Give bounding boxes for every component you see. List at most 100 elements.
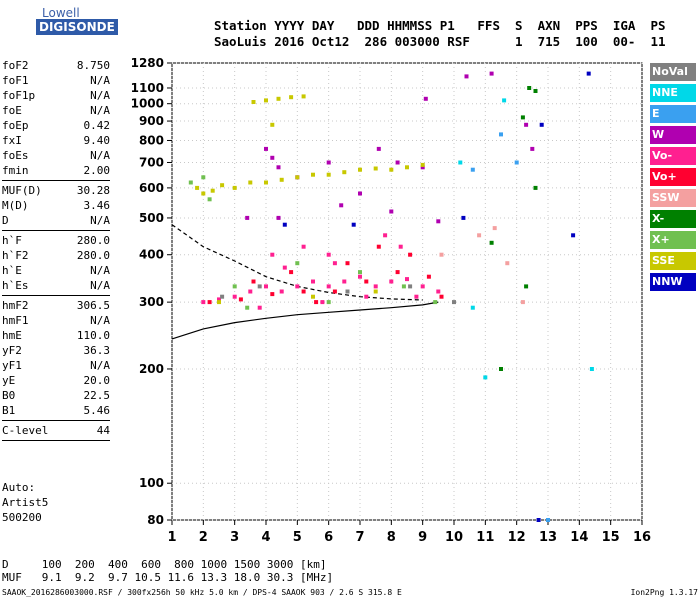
param-value: N/A [90,314,110,327]
data-point [470,305,475,310]
legend-item: NoVal [650,63,696,81]
x-tick-label: 13 [539,530,557,545]
param-row: hmF2 306.5 [2,298,110,313]
data-point [358,191,362,196]
param-value: 0.42 [83,119,111,132]
param-label: foF1p [2,89,36,102]
data-point [188,180,193,185]
param-label: foF1 [2,74,29,87]
footer: SAAOK_2016286003000.RSF / 300fx256h 50 k… [2,588,698,597]
data-point [376,146,381,151]
data-point [502,98,507,103]
param-value: 306.5 [76,299,110,312]
data-point [358,167,362,172]
param-row: foF1 N/A [2,73,110,88]
data-point [251,100,256,104]
data-point [245,305,250,310]
data-point [320,300,325,305]
data-point [217,300,221,305]
legend: NoVal NNE E W Vo- Vo+ SSW X- X+ SSE NNW [650,63,696,294]
param-label: h`Es [2,279,29,292]
data-point [439,252,444,257]
logo: Lowell DIGISONDE [8,6,128,44]
param-label: yF2 [2,344,22,357]
data-point [539,122,544,127]
param-row: foE N/A [2,103,110,118]
header-line-2: SaoLuis 2016 Oct12 286 003000 RSF 1 715 … [214,34,666,49]
x-tick-label: 1 [167,530,176,545]
param-label: h`F [2,234,22,247]
param-value: N/A [90,89,110,102]
param-value: 280.0 [76,234,110,247]
data-point [201,191,206,196]
param-label: h`E [2,264,22,277]
data-point [461,215,466,220]
data-point [426,274,431,279]
data-point [301,244,306,249]
data-point [332,289,337,294]
data-point [248,180,253,185]
y-tick-label: 300 [139,295,164,309]
data-point [238,297,243,302]
y-tick-label: 1100 [131,81,164,95]
station-header: Station YYYY DAY DDD HHMMSS P1 FFS S AXN… [214,18,666,50]
param-value: N/A [90,279,110,292]
y-tick-label: 800 [139,133,164,147]
logo-top-text: Lowell [42,6,80,20]
param-label: MUF(D) [2,184,42,197]
data-point [326,300,331,305]
data-point [464,74,469,79]
data-point [520,115,525,120]
param-value: 110.0 [76,329,110,342]
data-point [207,300,212,305]
data-point [436,219,441,224]
data-point [420,284,425,289]
curve-trace-lower [171,301,439,340]
data-point [345,289,350,294]
param-row: hmF1 N/A [2,313,110,328]
param-separator [2,440,110,441]
data-point [257,284,262,289]
data-point [264,146,268,151]
param-row: D N/A [2,213,110,228]
data-point [342,279,347,284]
data-point [408,252,413,257]
data-point [589,367,594,371]
data-point [373,166,378,171]
data-point [295,175,300,180]
data-point [524,284,529,289]
param-label: D [2,214,9,227]
param-label: C-level [2,424,49,437]
data-point [514,160,519,165]
param-value: 8.750 [76,59,110,72]
data-point [505,261,510,266]
data-point [270,252,275,257]
data-point [420,162,425,167]
data-point [311,294,315,299]
param-label: fxI [2,134,22,147]
x-tick-label: 14 [570,530,588,545]
data-point [423,96,428,101]
data-point [395,270,400,275]
data-point [270,122,275,127]
data-point [282,222,287,227]
data-point [289,270,294,275]
data-point [389,279,394,284]
auto-program: Artist5 [2,496,49,509]
param-label: B0 [2,389,16,402]
param-label: hmF1 [2,314,29,327]
param-label: B1 [2,404,16,417]
param-row: B1 5.46 [2,403,110,418]
data-point [248,289,253,294]
param-row: B0 22.5 [2,388,110,403]
data-point [373,284,378,289]
data-point [210,188,215,193]
y-tick-label: 700 [139,155,164,169]
data-point [339,203,344,208]
param-value: 3.46 [83,199,111,212]
param-separator [2,295,110,296]
data-point [220,183,225,188]
data-point [405,165,409,170]
data-point [326,160,331,165]
data-point [295,284,300,289]
